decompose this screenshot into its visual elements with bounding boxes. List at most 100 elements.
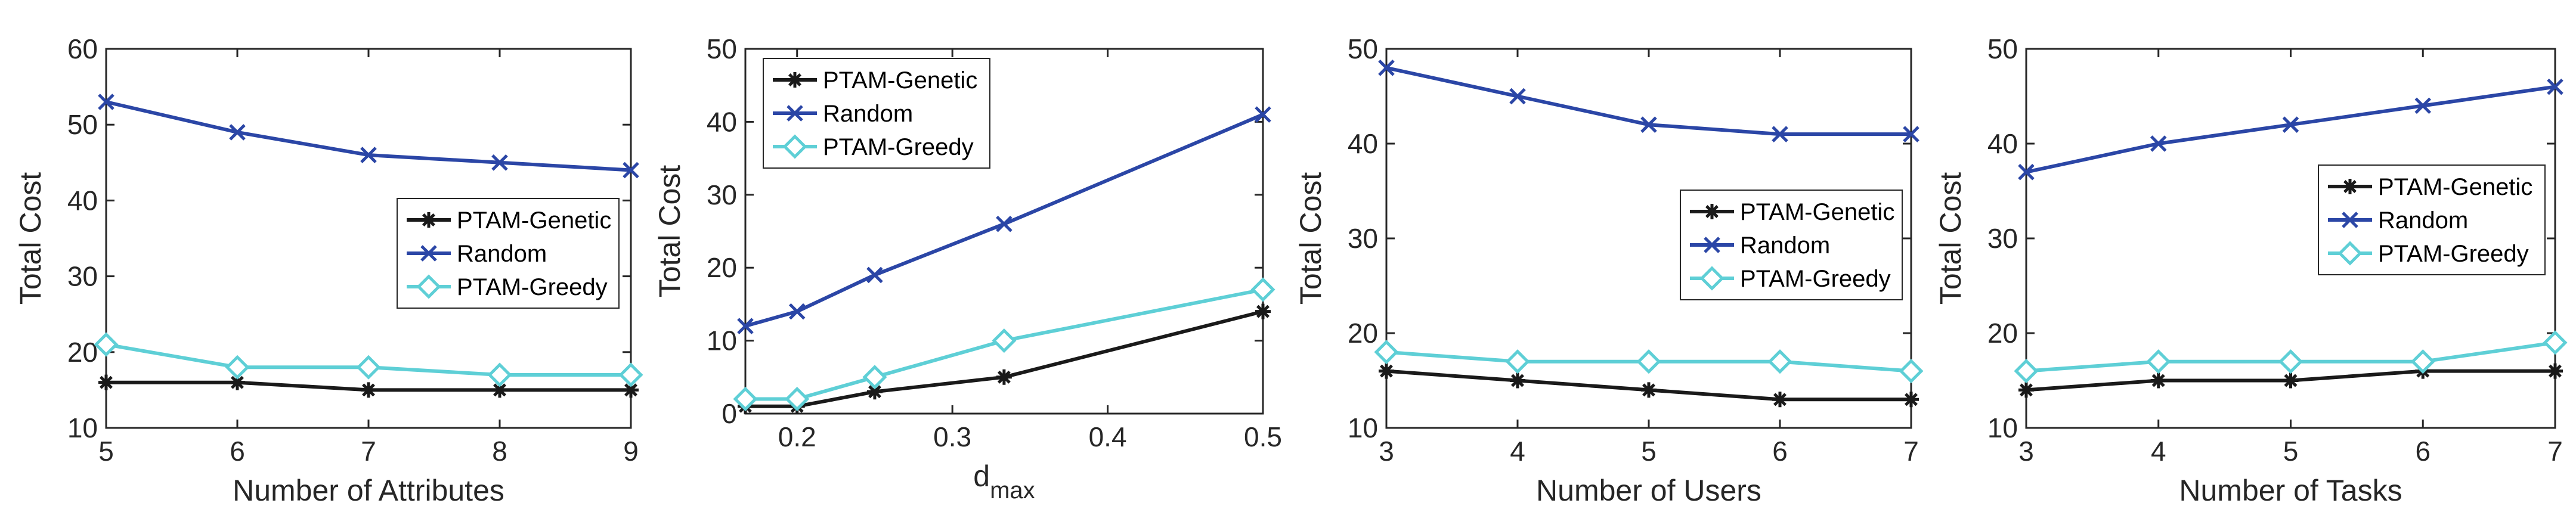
x-tick-label: 6 (2415, 436, 2431, 467)
point-ptam-genetic-3 (2283, 372, 2299, 389)
x-tick-label: 0.2 (778, 421, 816, 452)
x-tick-label: 0.5 (1244, 421, 1282, 452)
point-ptam-genetic-5 (1255, 303, 1271, 319)
legend: PTAM-Genetic Random PTAM-Greedy (2318, 164, 2546, 275)
y-tick-label: 40 (67, 185, 98, 216)
point-ptam-greedy-2 (225, 355, 250, 380)
y-tick-label: 30 (67, 261, 98, 292)
point-random-2 (2150, 135, 2167, 152)
point-random-4 (1772, 126, 1788, 142)
y-axis-label: Total Cost (1934, 172, 1967, 305)
x-tick-label: 8 (492, 436, 507, 467)
legend-label-ptam-greedy: PTAM-Greedy (1740, 266, 1891, 292)
x-tick-label: 3 (2018, 436, 2034, 467)
legend-marker-ptam-greedy (2337, 241, 2363, 266)
y-tick-label: 30 (1987, 223, 2018, 254)
x-tick-label: 0.3 (933, 421, 971, 452)
y-axis-label: Total Cost (653, 165, 686, 297)
legend-label-random: Random (457, 241, 547, 267)
point-random-2 (229, 124, 246, 141)
point-random-1 (2018, 163, 2035, 181)
point-ptam-genetic-5 (623, 382, 639, 398)
y-tick-label: 30 (707, 179, 737, 210)
point-ptam-genetic-3 (866, 384, 883, 400)
legend-label-ptam-genetic: PTAM-Genetic (1740, 199, 1894, 225)
point-ptam-genetic-4 (1772, 392, 1788, 408)
point-random-5 (1255, 106, 1271, 123)
legend-marker-random (1704, 237, 1720, 253)
legend-label-ptam-greedy: PTAM-Greedy (2378, 241, 2529, 267)
point-ptam-genetic-4 (492, 382, 507, 398)
legend-label-random: Random (823, 101, 913, 127)
point-ptam-greedy-3 (862, 365, 887, 390)
point-ptam-greedy-2 (1505, 349, 1530, 374)
point-ptam-greedy-2 (785, 386, 810, 412)
point-ptam-greedy-1 (2014, 359, 2039, 384)
legend-marker-random (787, 105, 803, 122)
point-ptam-genetic-2 (230, 374, 245, 390)
point-random-4 (996, 215, 1013, 232)
x-axis-label: Number of Users (1536, 474, 1761, 507)
point-ptam-greedy-4 (2410, 349, 2435, 374)
point-ptam-greedy-5 (2543, 330, 2568, 355)
y-tick-label: 20 (1987, 318, 2018, 349)
chart-4: 3 4 5 6 7 10 20 30 40 50 Number of Tasks Total Cost… (1934, 33, 2568, 507)
x-tick-label: 9 (623, 436, 639, 467)
y-tick-label: 10 (1987, 412, 2018, 443)
y-tick-label: 20 (67, 337, 98, 368)
point-ptam-greedy-4 (992, 328, 1017, 353)
point-ptam-genetic-2 (2150, 372, 2166, 389)
point-ptam-greedy-4 (1767, 349, 1792, 374)
y-tick-label: 60 (67, 33, 98, 64)
x-tick-label: 6 (1772, 436, 1788, 467)
legend-label-ptam-greedy: PTAM-Greedy (823, 134, 974, 160)
x-tick-label: 4 (2151, 436, 2166, 467)
y-tick-label: 10 (707, 325, 737, 356)
legend: PTAM-Genetic Random PTAM-Greedy (763, 58, 990, 169)
point-ptam-genetic-5 (2547, 363, 2563, 379)
point-ptam-greedy-2 (2146, 349, 2171, 374)
y-tick-label: 50 (67, 109, 98, 140)
legend-label-random: Random (1740, 232, 1830, 259)
chart-2: 0.2 0.3 0.4 0.5 0 10 20 30 40 50 dmax Total Cost PTA… (653, 33, 1282, 504)
legend-label-ptam-genetic: PTAM-Genetic (2378, 174, 2532, 200)
y-axis-label: Total Cost (1294, 172, 1327, 305)
legend-marker-ptam-genetic (421, 212, 436, 228)
y-tick-label: 20 (1348, 318, 1378, 349)
point-random-5 (623, 162, 639, 179)
x-tick-label: 5 (98, 436, 114, 467)
x-tick-label: 5 (1641, 436, 1657, 467)
legend: PTAM-Genetic Random PTAM-Greedy (397, 198, 620, 309)
y-tick-label: 50 (1348, 33, 1378, 64)
x-tick-label: 7 (361, 436, 376, 467)
point-random-5 (1903, 126, 1919, 142)
x-tick-label: 5 (2283, 436, 2299, 467)
point-random-3 (360, 147, 377, 163)
legend-marker-ptam-greedy (782, 134, 807, 159)
x-tick-label: 7 (2547, 436, 2563, 467)
x-tick-label: 0.4 (1089, 421, 1127, 452)
chart-3: 3 4 5 6 7 10 20 30 40 50 Number of Users Total Cost… (1294, 33, 1924, 507)
y-tick-label: 40 (1987, 128, 2018, 159)
y-tick-label: 10 (67, 412, 98, 443)
legend-label-random: Random (2378, 207, 2468, 234)
point-ptam-genetic-3 (1641, 382, 1657, 398)
point-random-1 (98, 94, 114, 110)
legend-marker-random (2342, 212, 2358, 228)
point-random-1 (1378, 60, 1395, 76)
legend-label-ptam-genetic: PTAM-Genetic (457, 207, 611, 234)
point-random-3 (866, 266, 883, 284)
point-ptam-genetic-3 (361, 382, 376, 398)
y-axis-label: Total Cost (14, 172, 47, 305)
y-tick-label: 20 (707, 252, 737, 283)
legend: PTAM-Genetic Random PTAM-Greedy (1680, 190, 1903, 300)
chart-1: 5 6 7 8 9 10 20 30 40 50 60 Number of Attributes Tot… (14, 33, 643, 507)
point-random-2 (1509, 88, 1526, 105)
point-random-2 (788, 303, 806, 320)
legend-marker-random (420, 245, 437, 262)
y-tick-label: 10 (1348, 412, 1378, 443)
point-ptam-genetic-1 (1379, 363, 1394, 379)
legend-label-ptam-greedy: PTAM-Greedy (457, 274, 608, 300)
legend-marker-ptam-greedy (1699, 266, 1724, 291)
